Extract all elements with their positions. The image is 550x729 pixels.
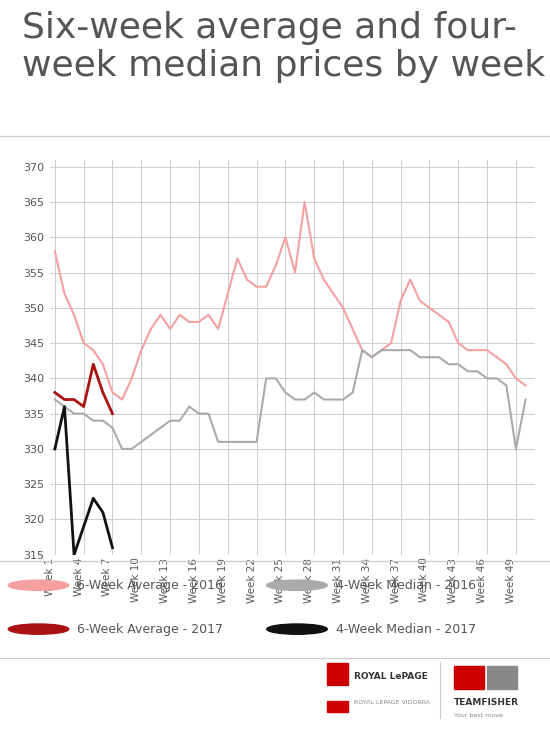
Text: Six-week average and four-
week median prices by week: Six-week average and four- week median p…: [22, 11, 545, 83]
Circle shape: [267, 580, 327, 590]
Circle shape: [8, 580, 69, 590]
Text: 4-Week Median - 2016: 4-Week Median - 2016: [336, 579, 476, 592]
Text: 4-Week Median - 2017: 4-Week Median - 2017: [336, 623, 476, 636]
Bar: [487, 666, 517, 689]
Text: 6-Week Average - 2016: 6-Week Average - 2016: [77, 579, 223, 592]
Bar: [454, 666, 484, 689]
Bar: [328, 687, 347, 694]
Text: TEAMFISHER: TEAMFISHER: [454, 698, 519, 706]
Text: 6-Week Average - 2017: 6-Week Average - 2017: [77, 623, 223, 636]
Text: ROYAL LEPAGE VIDORRA: ROYAL LEPAGE VIDORRA: [354, 700, 430, 705]
Bar: [327, 701, 348, 712]
Circle shape: [8, 624, 69, 634]
Text: ROYAL LePAGE: ROYAL LePAGE: [354, 672, 427, 682]
Bar: [327, 663, 348, 685]
Circle shape: [267, 624, 327, 634]
Text: Your best move.: Your best move.: [454, 713, 504, 718]
